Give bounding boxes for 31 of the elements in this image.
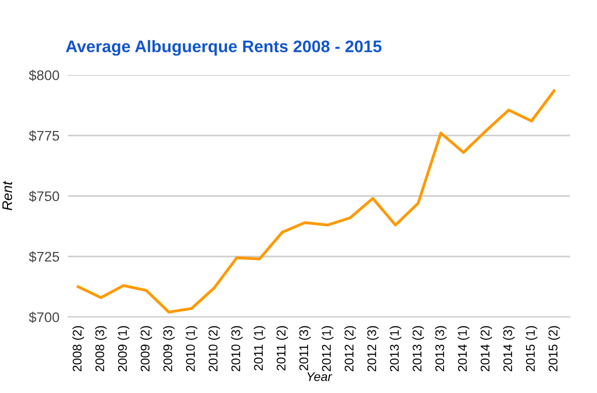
x-tick-label: 2008 (2) bbox=[72, 326, 84, 372]
y-axis-title: Rent bbox=[2, 180, 12, 210]
x-tick-label: 2008 (3) bbox=[95, 326, 107, 372]
y-tick-label: $800 bbox=[28, 70, 60, 81]
x-tick-label: 2010 (1) bbox=[186, 326, 198, 372]
x-tick-label: 2010 (2) bbox=[208, 326, 220, 372]
y-tick-label: $725 bbox=[28, 251, 60, 262]
x-tick-label: 2014 (1) bbox=[458, 326, 470, 372]
x-tick-label: 2013 (1) bbox=[390, 326, 402, 372]
x-tick-label: 2009 (1) bbox=[118, 326, 130, 372]
x-tick-label: 2010 (3) bbox=[231, 326, 243, 372]
x-tick-label: 2015 (2) bbox=[548, 326, 560, 372]
y-tick-label: $750 bbox=[28, 190, 60, 202]
x-tick-label: 2013 (3) bbox=[434, 326, 447, 372]
x-tick-label: 2011 (3) bbox=[299, 326, 311, 370]
x-tick-label: 2014 (2) bbox=[480, 326, 492, 372]
line-series bbox=[76, 89, 556, 314]
x-tick-label: 2009 (3) bbox=[163, 326, 175, 372]
chart-title: Average Albuguerque Rents 2008 - 2015 bbox=[66, 40, 382, 56]
x-tick-label: 2012 (3) bbox=[367, 326, 379, 372]
x-tick-label: 2012 (1) bbox=[322, 326, 334, 372]
x-tick-label: 2009 (2) bbox=[140, 326, 152, 372]
x-tick-label: 2011 (2) bbox=[276, 326, 288, 370]
y-tick-label: $700 bbox=[28, 312, 60, 323]
x-tick-label: 2014 (3) bbox=[502, 326, 515, 372]
x-tick-label: 2013 (2) bbox=[412, 326, 424, 372]
x-tick-label: 2012 (2) bbox=[344, 326, 356, 372]
y-tick-label: $775 bbox=[28, 130, 60, 142]
x-tick-label: 2015 (1) bbox=[526, 326, 538, 372]
x-axis-title: Year bbox=[307, 372, 332, 382]
x-tick-label: 2011 (1) bbox=[254, 326, 266, 370]
